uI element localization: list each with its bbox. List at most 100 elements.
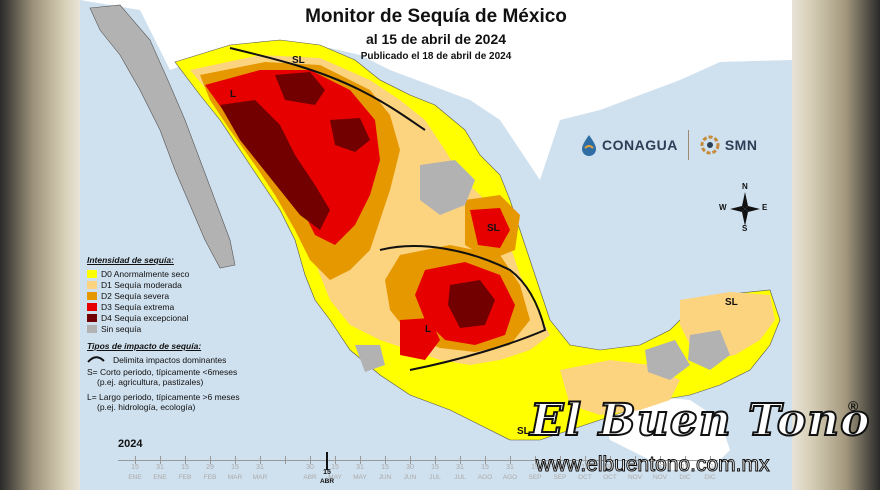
- timeline-year: 2024: [118, 438, 143, 450]
- timeline-day-label: 15: [331, 464, 339, 471]
- timeline-month-label: ENE: [153, 474, 167, 481]
- conagua-icon: [582, 135, 596, 156]
- timeline-tick: [435, 456, 436, 464]
- map-label-sl-south: SL: [517, 426, 530, 437]
- d4-north: [275, 72, 325, 105]
- timeline-tick: [685, 456, 686, 464]
- timeline-tick: [185, 456, 186, 464]
- timeline-month-label: DIC: [704, 474, 716, 481]
- conagua-logo: CONAGUA: [580, 134, 678, 156]
- central-america-landmass: [600, 395, 730, 470]
- timeline-month-label: NOV: [652, 474, 668, 481]
- legend-swatch: [87, 280, 97, 289]
- timeline-day-label: 15: [131, 464, 139, 471]
- compass-north: N: [742, 182, 748, 191]
- timeline-day-label: 31: [256, 464, 264, 471]
- timeline-tick: [335, 456, 336, 464]
- impact-line-central: [379, 245, 547, 371]
- timeline-day-label: 31: [506, 464, 514, 471]
- d4-region: [220, 100, 330, 230]
- timeline-tick: [285, 456, 286, 464]
- map-label-sl-north: SL: [292, 55, 305, 66]
- legend-item-d1: D1 Sequía moderada: [87, 279, 297, 290]
- timeline-month-label: FEB: [203, 474, 217, 481]
- d1-southeast: [560, 360, 680, 415]
- smn-icon: [700, 135, 720, 155]
- timeline-month-label: AGO: [477, 474, 493, 481]
- legend-label: D4 Sequía excepcional: [101, 312, 189, 323]
- timeline-tick: [460, 456, 461, 464]
- d3-east: [470, 208, 510, 248]
- baja-california: [89, 4, 236, 269]
- d3-south: [400, 318, 440, 360]
- mexico-drought-map: SL L SL L SL SL: [80, 0, 792, 470]
- legend-label: D2 Sequía severa: [101, 290, 170, 301]
- legend-item-d0: D0 Anormalmente seco: [87, 268, 297, 279]
- impact-line-label: Delimita impactos dominantes: [113, 355, 227, 365]
- timeline-current-marker: [326, 452, 328, 470]
- legend-label: D1 Sequía moderada: [101, 279, 182, 290]
- timeline-tick: [235, 456, 236, 464]
- timeline-month-labels: ENE ENE FEB FEB MAR MAR ABR MAY MAY JUN JUN JUL JUL A…: [118, 474, 718, 484]
- impact-long-line2: (p.ej. hidrología, ecología): [97, 402, 196, 412]
- logo-divider: [687, 130, 689, 160]
- timeline-day-label: 30: [306, 464, 314, 471]
- timeline-current-month: ABR: [319, 478, 335, 485]
- timeline-day-labels: 15 31 15 29 15 31 30 15 31 15 30 15 31 15 31 15 30 15 31 15…: [118, 464, 718, 474]
- timeline-day-label: 31: [706, 464, 714, 471]
- watermark-url: www.elbuentono.com.mx: [535, 453, 770, 477]
- timeline-month-label: SEP: [528, 474, 542, 481]
- timeline-day-label: 15: [431, 464, 439, 471]
- impact-short-line1: S= Corto periodo, típicamente <6meses: [87, 367, 238, 377]
- compass-west: W: [719, 203, 727, 212]
- impact-line-icon: [87, 356, 105, 363]
- impact-short-term: S= Corto periodo, típicamente <6meses (p…: [87, 367, 297, 387]
- timeline-month-label: JUN: [403, 474, 417, 481]
- timeline-month-label: MAY: [353, 474, 367, 481]
- timeline-tick: [585, 456, 586, 464]
- timeline-tick: [710, 456, 711, 464]
- timeline-month-label: OCT: [578, 474, 592, 481]
- conagua-label: CONAGUA: [602, 137, 678, 153]
- map-published-date: Publicado el 18 de abril de 2024: [360, 51, 512, 62]
- legend-label: D0 Anormalmente seco: [101, 268, 190, 279]
- timeline-month-label: JUN: [378, 474, 392, 481]
- timeline-tick: [135, 456, 136, 464]
- timeline-tick: [635, 456, 636, 464]
- timeline-tick: [260, 456, 261, 464]
- timeline-day-label: 15: [181, 464, 189, 471]
- map-label-l-northwest: L: [230, 89, 236, 100]
- timeline-month-label: JUL: [429, 474, 441, 481]
- watermark-brand: El Buen Tono: [529, 394, 871, 447]
- map-title: Monitor de Sequía de México: [305, 6, 567, 27]
- timeline-current-day: 15: [323, 469, 331, 476]
- legend-item-d3: D3 Sequía extrema: [87, 301, 297, 312]
- timeline-month-label: ABR: [303, 474, 317, 481]
- smn-label: SMN: [724, 137, 758, 153]
- timeline-month-label: SEP: [553, 474, 567, 481]
- timeline-day-label: 15: [231, 464, 239, 471]
- impact-legend-title: Tipos de impacto de sequía:: [87, 341, 202, 351]
- timeline-day-label: 15: [531, 464, 539, 471]
- timeline-month-label: MAY: [328, 474, 342, 481]
- timeline-tick: [410, 456, 411, 464]
- timeline-axis: [118, 460, 718, 461]
- timeline-month-label: JUL: [454, 474, 466, 481]
- timeline-tick: [360, 456, 361, 464]
- timeline-day-label: 15: [481, 464, 489, 471]
- legend-swatch: [87, 291, 97, 300]
- compass-east: E: [762, 203, 768, 212]
- legend-swatch: [87, 324, 97, 333]
- timeline-day-label: 31: [456, 464, 464, 471]
- timeline-day-label: 15: [581, 464, 589, 471]
- timeline-day-label: 31: [156, 464, 164, 471]
- timeline-tick: [160, 456, 161, 464]
- timeline-tick: [560, 456, 561, 464]
- timeline-month-label: MAR: [227, 474, 243, 481]
- timeline-tick: [485, 456, 486, 464]
- gray-patch-west: [355, 345, 385, 372]
- legend-label: D3 Sequía extrema: [101, 301, 175, 312]
- gray-patch-yucatan: [688, 330, 730, 370]
- gray-patch-coahuila: [420, 160, 475, 215]
- impact-long-line1: L= Largo periodo, típicamente >6 meses: [87, 392, 240, 402]
